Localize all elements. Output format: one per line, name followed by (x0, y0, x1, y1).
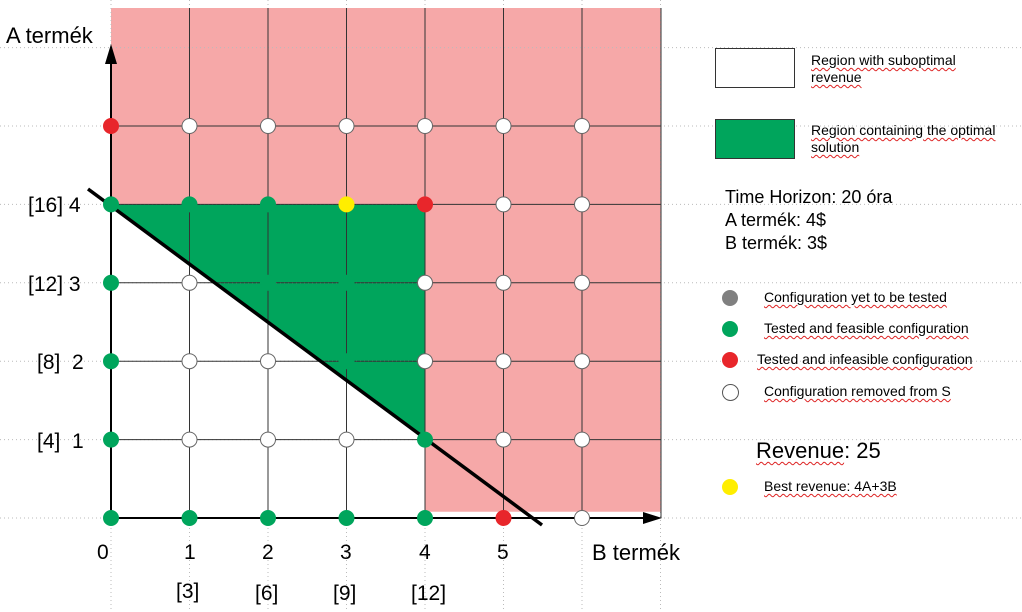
x-tick-0: 0 (97, 541, 109, 564)
revenue-text: Revenue: 25 (756, 438, 881, 464)
revenue-value: : 25 (844, 438, 881, 463)
legend-feasible-dot (722, 321, 738, 337)
config-point-green (260, 196, 276, 213)
legend-infeasible-dot (722, 352, 738, 368)
config-point-white (338, 118, 355, 134)
revenue-word: Revenue (756, 438, 845, 463)
config-point-green (338, 274, 355, 291)
config-point-white (338, 431, 355, 448)
price-a-text: A termék: 4$ (725, 210, 827, 230)
x-revenue-tick-1: [3] (176, 580, 200, 603)
x-axis-title: B termék (592, 540, 681, 565)
y-tick-4: [16] 4 (28, 194, 81, 217)
config-point-green (181, 196, 198, 213)
legend-feasible-label: Tested and feasible configuration (764, 320, 969, 336)
config-point-white (417, 353, 433, 370)
config-point-yellow (338, 196, 355, 213)
config-point-white (574, 196, 590, 213)
config-point-white (574, 274, 590, 291)
config-point-white (260, 118, 276, 134)
x-tick-4: 4 (419, 541, 431, 564)
config-point-green (417, 431, 433, 448)
y-tick-2: [8] 2 (37, 351, 84, 374)
config-point-white (574, 353, 590, 370)
legend-untested-label: Configuration yet to be tested (764, 289, 947, 305)
config-point-white (495, 196, 512, 213)
x-tick-2: 2 (262, 541, 274, 564)
config-point-white (417, 118, 433, 134)
config-point-red (495, 510, 512, 526)
config-point-white (495, 431, 512, 448)
revenue-line (86, 187, 544, 527)
config-point-green (103, 510, 119, 526)
legend-optimal-swatch (715, 119, 795, 159)
legend-optimal-label: Region containing the optimal solution (811, 122, 996, 155)
x-revenue-tick-2: [6] (255, 582, 279, 605)
config-point-green (338, 510, 355, 526)
infeasible-region (111, 8, 661, 512)
legend-best-dot (722, 479, 738, 495)
legend-suboptimal-label: Region with suboptimal revenue (811, 52, 956, 85)
config-point-white (260, 353, 276, 370)
config-point-green (417, 510, 433, 526)
y-tick-1: [4] 1 (37, 430, 84, 453)
y-axis-arrow (105, 44, 117, 64)
x-tick-1: 1 (184, 541, 196, 564)
price-b-text: B termék: 3$ (725, 233, 828, 253)
config-point-green (260, 274, 276, 291)
config-point-green (260, 510, 276, 526)
config-point-white (181, 353, 198, 370)
x-axis-arrow (643, 512, 662, 524)
config-point-white (495, 274, 512, 291)
config-point-green (103, 274, 119, 291)
config-point-white (495, 118, 512, 134)
legend-best-label: Best revenue: 4A+3B (764, 478, 897, 494)
time-horizon-text: Time Horizon: 20 óra (725, 187, 893, 207)
y-axis-title: A termék (6, 23, 93, 48)
legend-suboptimal-swatch (715, 48, 795, 88)
config-point-white (574, 118, 590, 134)
config-point-white (495, 353, 512, 370)
config-point-white (181, 431, 198, 448)
legend-removed-label: Configuration removed from S (764, 383, 951, 399)
config-point-green (338, 353, 355, 370)
config-point-white (574, 510, 590, 526)
x-revenue-tick-4: [12] (411, 582, 447, 605)
legend-untested-dot (722, 290, 738, 306)
x-revenue-tick-3: [9] (333, 582, 357, 605)
legend-infeasible-label: Tested and infeasible configuration (757, 351, 973, 367)
config-point-green (103, 431, 119, 448)
config-point-white (181, 118, 198, 134)
config-point-red (103, 118, 119, 134)
config-point-white (417, 274, 433, 291)
config-point-green (103, 353, 119, 370)
x-tick-3: 3 (340, 541, 352, 564)
legend-removed-dot (722, 384, 739, 401)
config-point-white (260, 431, 276, 448)
config-point-white (181, 274, 198, 291)
config-point-white (574, 431, 590, 448)
x-tick-5: 5 (497, 541, 509, 564)
config-point-green (181, 510, 198, 526)
config-point-red (417, 196, 433, 213)
config-point-green (103, 196, 119, 213)
y-tick-3: [12] 3 (28, 273, 81, 296)
